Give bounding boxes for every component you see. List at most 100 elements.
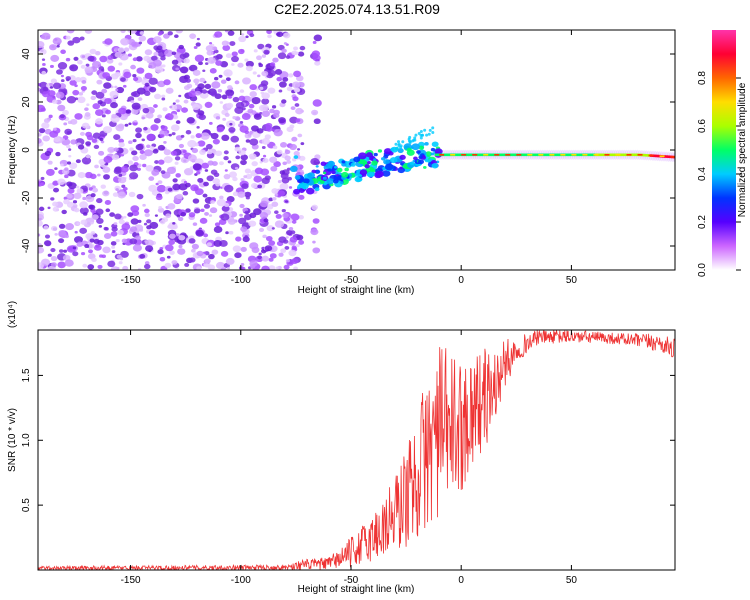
noise-dot <box>265 122 273 129</box>
noise-dot <box>103 174 110 180</box>
noise-dot <box>139 228 144 232</box>
spectrogram-x-axis-label: Height of straight line (km) <box>298 285 415 296</box>
noise-dot <box>145 245 154 252</box>
noise-dot <box>249 138 259 146</box>
noise-dot <box>251 161 258 167</box>
noise-dot <box>221 94 228 100</box>
signal-blob <box>409 161 415 166</box>
noise-dot <box>157 249 164 255</box>
noise-dot <box>135 127 143 133</box>
carrier-segment <box>586 153 589 157</box>
noise-dot <box>312 218 320 224</box>
noise-dot <box>222 44 231 51</box>
noise-dot <box>178 143 185 149</box>
carrier-segment <box>466 153 469 157</box>
noise-dot <box>180 134 185 138</box>
noise-dot <box>189 33 197 39</box>
signal-blob <box>333 179 339 184</box>
noise-dot <box>73 192 82 200</box>
noise-dot <box>48 114 53 119</box>
signal-blob <box>350 162 356 167</box>
noise-dot <box>208 214 213 217</box>
noise-dot <box>262 158 269 163</box>
noise-dot <box>87 264 95 270</box>
noise-dot <box>47 160 53 165</box>
noise-dot <box>314 60 321 66</box>
carrier-segment <box>436 153 439 157</box>
noise-dot <box>161 94 166 98</box>
noise-dot <box>113 222 118 226</box>
noise-dot <box>72 251 79 257</box>
noise-dot <box>129 238 138 245</box>
noise-dot <box>283 239 289 244</box>
noise-dot <box>188 90 197 98</box>
y-tick-label: 0 <box>21 147 32 153</box>
noise-dot <box>98 150 105 156</box>
signal-blob <box>383 159 390 165</box>
noise-dot <box>91 214 99 221</box>
noise-dot <box>60 74 64 78</box>
noise-dot <box>84 30 93 34</box>
noise-dot <box>253 113 262 120</box>
noise-dot <box>229 41 236 46</box>
noise-dot <box>148 77 158 85</box>
noise-dot <box>63 199 70 205</box>
noise-dot <box>194 208 201 214</box>
noise-dot <box>276 31 284 38</box>
noise-dot <box>215 261 225 270</box>
noise-dot <box>239 121 244 124</box>
noise-dot <box>172 102 176 105</box>
noise-dot <box>288 249 297 257</box>
noise-dot <box>283 264 290 270</box>
noise-dot <box>97 264 103 269</box>
noise-dot <box>286 160 292 164</box>
noise-dot <box>211 161 218 166</box>
noise-dot <box>138 35 147 42</box>
noise-dot <box>118 138 125 144</box>
signal-blob <box>356 176 363 182</box>
noise-dot <box>148 230 156 236</box>
noise-dot <box>162 107 168 112</box>
noise-dot <box>49 130 59 138</box>
noise-dot <box>230 163 240 171</box>
noise-dot <box>254 167 264 175</box>
noise-dot <box>139 31 145 35</box>
noise-dot <box>115 88 119 92</box>
noise-dot <box>220 267 227 270</box>
noise-dot <box>62 254 71 261</box>
noise-dot <box>130 218 139 225</box>
noise-dot <box>38 128 46 134</box>
noise-dot <box>197 177 204 183</box>
noise-dot <box>251 183 258 189</box>
noise-dot <box>118 173 123 177</box>
noise-dot <box>219 195 224 200</box>
noise-dot <box>109 148 114 152</box>
noise-dot <box>277 52 287 60</box>
noise-dot <box>77 96 86 104</box>
carrier-segment <box>609 153 612 157</box>
noise-dot <box>74 230 78 234</box>
noise-dot <box>131 150 138 156</box>
noise-dot <box>249 33 255 38</box>
carrier-segment <box>575 153 579 157</box>
carrier-segment <box>642 153 646 157</box>
noise-dot <box>122 265 129 270</box>
noise-dot <box>143 149 153 157</box>
colorbar-tick-label: 0.2 <box>697 215 708 229</box>
signal-streak-dot <box>397 144 401 148</box>
noise-dot <box>220 79 227 84</box>
signal-blob <box>373 152 378 157</box>
noise-dot <box>271 201 279 207</box>
noise-dot <box>268 197 274 202</box>
noise-dot <box>167 31 173 36</box>
signal-streak-dot <box>413 136 417 140</box>
noise-dot <box>204 169 209 172</box>
noise-dot <box>235 155 241 160</box>
noise-dot <box>257 74 261 78</box>
noise-dot <box>151 169 160 176</box>
noise-dot <box>285 55 291 59</box>
noise-dot <box>161 217 169 223</box>
noise-dot <box>172 183 181 191</box>
noise-dot <box>295 243 300 248</box>
noise-dot <box>221 205 230 212</box>
